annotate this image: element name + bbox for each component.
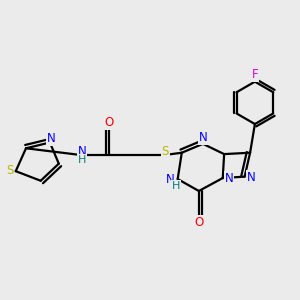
Text: F: F (252, 68, 258, 81)
Text: O: O (104, 116, 114, 129)
Text: S: S (162, 145, 169, 158)
Text: N: N (224, 172, 233, 184)
Text: S: S (6, 164, 13, 177)
Text: N: N (47, 132, 56, 145)
Text: N: N (78, 145, 86, 158)
Text: H: H (78, 155, 86, 165)
Text: N: N (166, 172, 175, 185)
Text: N: N (199, 131, 207, 144)
Text: O: O (194, 216, 203, 229)
Text: H: H (172, 181, 180, 191)
Text: N: N (247, 171, 256, 184)
